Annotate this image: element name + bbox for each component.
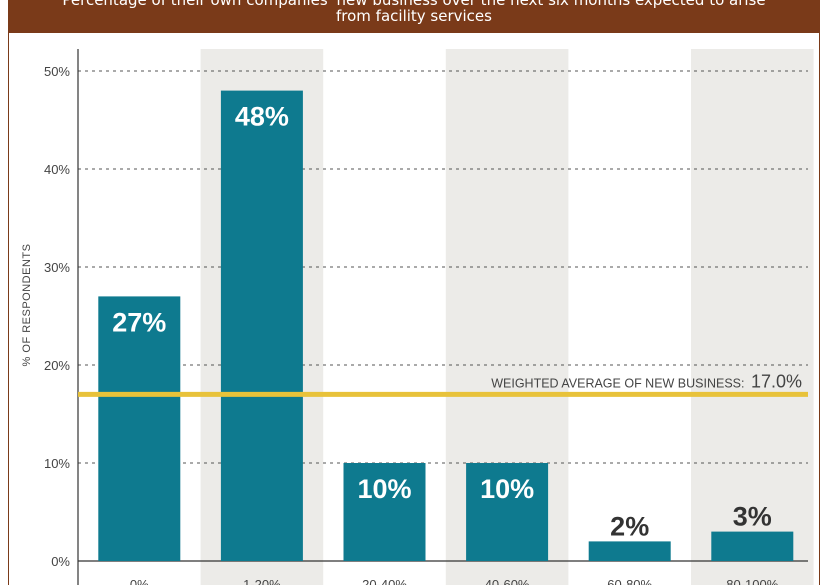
- bar-label-1: 48%: [235, 102, 289, 132]
- band-5: [691, 49, 814, 585]
- x-tick-label-4: 60-80%: [607, 577, 652, 585]
- x-tick-label-1: 1-20%: [243, 577, 281, 585]
- x-tick-label-5: 80-100%: [726, 577, 778, 585]
- bar-label-0: 27%: [112, 307, 166, 337]
- bar-label-4: 2%: [610, 511, 649, 541]
- y-tick-label-4: 40%: [44, 162, 70, 177]
- chart-title-line-2: from facility services: [336, 7, 492, 25]
- bar-5: [711, 531, 794, 561]
- bar-label-2: 10%: [357, 474, 411, 504]
- y-tick-label-1: 10%: [44, 456, 70, 471]
- bar-label-3: 10%: [480, 474, 534, 504]
- bar-4: [588, 541, 671, 561]
- chart-title-line-1: Percentage of their own companies' new b…: [62, 0, 766, 9]
- x-tick-labels: 0% 1-20% 20-40% 40-60% 60-80% 80-100%: [130, 577, 779, 585]
- weighted-average-annotation: WEIGHTED AVERAGE OF NEW BUSINESS: 17.0%: [491, 371, 802, 391]
- bar-label-5: 3%: [733, 502, 772, 532]
- y-tick-label-5: 50%: [44, 64, 70, 79]
- x-tick-label-2: 20-40%: [362, 577, 407, 585]
- y-tick-label-0: 0%: [51, 554, 70, 569]
- y-axis-label: % OF RESPONDENTS: [21, 244, 33, 367]
- y-tick-labels: 0% 10% 20% 30% 40% 50%: [44, 64, 70, 569]
- weighted-average-value: 17.0%: [751, 371, 802, 391]
- weighted-average-label: WEIGHTED AVERAGE OF NEW BUSINESS:: [491, 376, 744, 390]
- bars: 27% 48% 10% 10% 2% 3%: [98, 90, 794, 561]
- frame-left-border: [8, 33, 9, 585]
- frame-right-border: [819, 33, 820, 585]
- bar-2: [343, 463, 426, 561]
- x-tick-label-3: 40-60%: [485, 577, 530, 585]
- x-tick-label-0: 0%: [130, 577, 149, 585]
- bar-0: [98, 296, 181, 561]
- bar-1: [220, 90, 303, 561]
- gridlines: [78, 70, 808, 464]
- bar-3: [466, 463, 549, 561]
- chart-header: Percentage of their own companies' new b…: [8, 0, 820, 33]
- y-tick-label-2: 20%: [44, 358, 70, 373]
- y-tick-label-3: 30%: [44, 260, 70, 275]
